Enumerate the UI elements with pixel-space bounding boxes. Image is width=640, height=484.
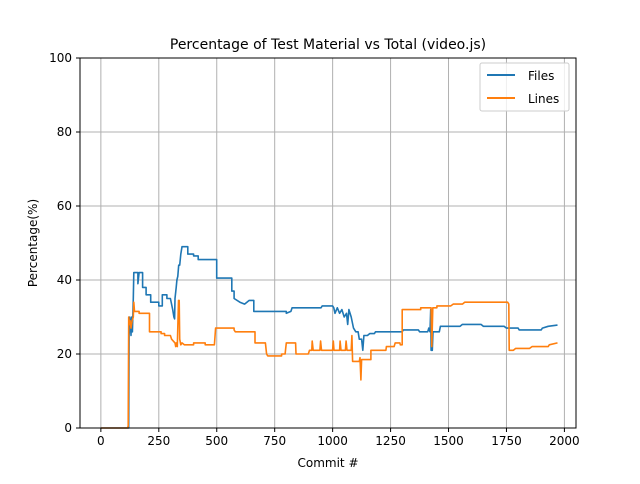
axis-ticks: 0 250 500 750 1000 1250 1500 1750 2000 0 20 40 60 80 1… bbox=[49, 51, 580, 448]
x-tick-label: 0 bbox=[97, 434, 105, 448]
y-tick-label: 100 bbox=[49, 51, 72, 65]
series-line-lines bbox=[100, 299, 558, 429]
legend-label-lines: Lines bbox=[528, 92, 559, 106]
x-tick-label: 750 bbox=[263, 434, 286, 448]
y-tick-label: 20 bbox=[57, 347, 72, 361]
series-layer bbox=[100, 245, 558, 429]
y-tick-label: 40 bbox=[57, 273, 72, 287]
x-tick-label: 1500 bbox=[433, 434, 464, 448]
chart-title: Percentage of Test Material vs Total (vi… bbox=[170, 37, 486, 53]
plot-area-frame bbox=[79, 57, 577, 429]
x-tick-label: 500 bbox=[205, 434, 228, 448]
x-tick-label: 1750 bbox=[491, 434, 522, 448]
y-tick-label: 60 bbox=[57, 199, 72, 213]
x-tick-label: 1000 bbox=[317, 434, 348, 448]
x-tick-label: 2000 bbox=[549, 434, 580, 448]
legend-label-files: Files bbox=[528, 69, 554, 83]
series-line-files bbox=[100, 245, 558, 429]
x-tick-label: 250 bbox=[147, 434, 170, 448]
legend: Files Lines bbox=[479, 62, 570, 112]
y-axis-label: Percentage(%) bbox=[26, 199, 40, 287]
x-axis-label: Commit # bbox=[297, 456, 358, 470]
x-tick-label: 1250 bbox=[375, 434, 406, 448]
y-tick-label: 0 bbox=[64, 421, 72, 435]
y-tick-label: 80 bbox=[57, 125, 72, 139]
